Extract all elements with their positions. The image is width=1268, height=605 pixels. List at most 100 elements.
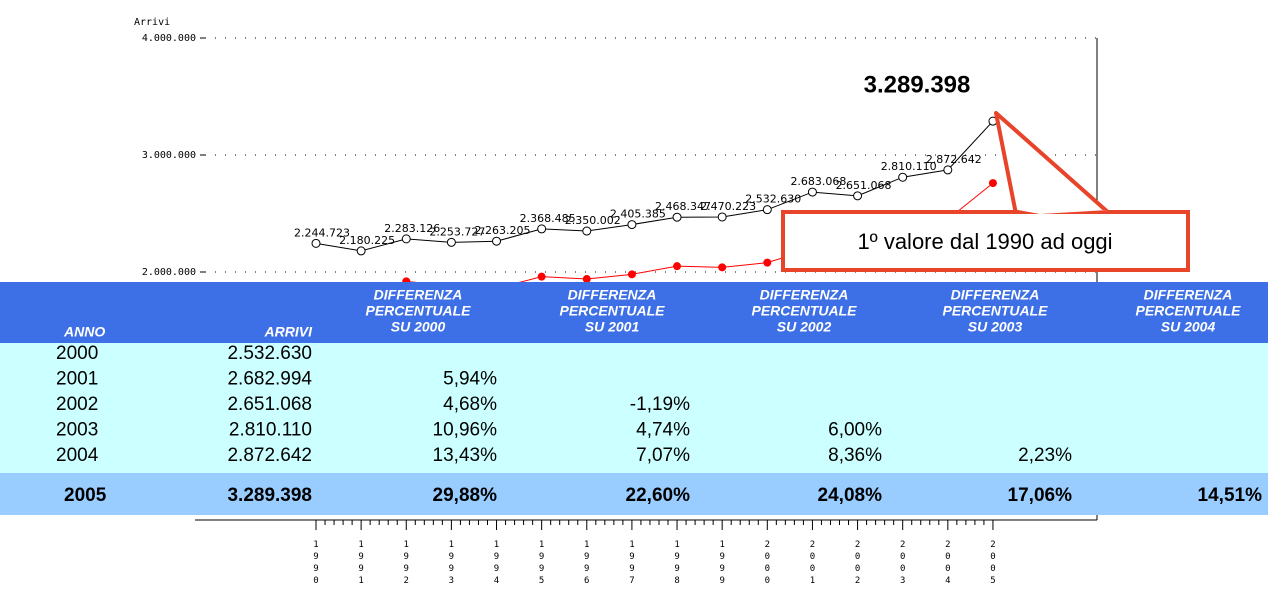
series-line	[315, 120, 994, 252]
table-header-bg	[0, 282, 1268, 343]
point	[943, 165, 953, 175]
value-label: 2.872.642	[926, 153, 982, 166]
point	[718, 263, 727, 272]
point	[898, 172, 908, 182]
value-label: 2.244.723	[294, 226, 350, 239]
table-header: PERCENTUALE	[751, 303, 857, 319]
table-cell: 4,68%	[443, 394, 497, 415]
table-cell: 2000	[56, 343, 98, 364]
table-cell: 7,07%	[636, 445, 690, 466]
x-tick-label: 1999	[717, 540, 727, 588]
point	[853, 191, 863, 201]
value-label: 2.810.110	[881, 160, 937, 173]
x-tick-label: 1997	[627, 540, 637, 588]
x-tick-label: 2002	[853, 540, 863, 588]
x-tick-label: 1995	[537, 540, 547, 588]
table-cell: 14,51%	[1198, 485, 1263, 506]
x-tick-label: 1993	[446, 540, 456, 588]
value-label: 2.253.727	[429, 225, 485, 238]
annotation: 1º valore dal 1990 ad oggi	[857, 229, 1112, 254]
table-cell: 17,06%	[1008, 485, 1073, 506]
table-header: PERCENTUALE	[365, 303, 471, 319]
point	[537, 224, 547, 234]
table-header: PERCENTUALE	[1135, 303, 1241, 319]
table-cell: 2.682.994	[227, 369, 312, 390]
table-cell: 2.651.068	[227, 394, 312, 415]
y-tick-label: 3.000.000	[142, 150, 196, 161]
value-label: 2.405.385	[610, 208, 666, 221]
point	[807, 187, 817, 197]
table-header: SU 2001	[585, 319, 640, 335]
x-tick-label: 2004	[943, 540, 953, 588]
table-body-bg	[0, 343, 1268, 473]
table-cell: 29,88%	[433, 485, 498, 506]
x-tick-label: 1990	[311, 540, 321, 588]
table-header: DIFFERENZA	[374, 287, 463, 303]
x-tick-label: 2003	[898, 540, 908, 588]
point	[446, 237, 456, 247]
table-cell: 2,23%	[1018, 445, 1072, 466]
x-tick-label: 2000	[762, 540, 772, 588]
table-header: SU 2000	[391, 319, 446, 335]
table-header: SU 2003	[968, 319, 1023, 335]
table-cell: 2.872.642	[227, 445, 312, 466]
point	[311, 238, 321, 248]
y-tick-label: 2.000.000	[142, 267, 196, 278]
table-header: ARRIVI	[264, 324, 314, 340]
table-header: PERCENTUALE	[559, 303, 665, 319]
table-cell: 22,60%	[626, 485, 691, 506]
point	[627, 270, 636, 279]
x-tick-label: 1996	[582, 540, 592, 588]
value-label: 2.683.068	[790, 175, 846, 188]
value-label: 2.368.485	[520, 212, 576, 225]
table-cell: 13,43%	[433, 445, 498, 466]
table-cell: 8,36%	[828, 445, 882, 466]
point	[763, 258, 772, 267]
table-header: SU 2002	[777, 319, 832, 335]
x-tick-label: 2001	[807, 540, 817, 588]
value-label: 2.350.002	[565, 214, 621, 227]
point	[627, 220, 637, 230]
table-cell: 24,08%	[818, 485, 883, 506]
table-header: DIFFERENZA	[951, 287, 1040, 303]
table-header: DIFFERENZA	[568, 287, 657, 303]
value-label: 2.651.068	[836, 179, 892, 192]
table-cell: 3.289.398	[227, 485, 312, 506]
table-header: DIFFERENZA	[1144, 287, 1233, 303]
x-tick-label: 1991	[356, 540, 366, 588]
table-cell: 2005	[64, 485, 107, 506]
point	[492, 236, 502, 246]
point	[762, 205, 772, 215]
table-cell: 6,00%	[828, 420, 882, 441]
point	[582, 226, 592, 236]
value-label: 2.468.347	[655, 200, 711, 213]
callout-box	[781, 210, 1190, 272]
x-tick-label: 1994	[492, 540, 502, 588]
callout-pointer	[994, 111, 1112, 216]
point	[673, 262, 682, 271]
y-axis-label: Arrivi	[134, 17, 170, 28]
table-header: PERCENTUALE	[942, 303, 1048, 319]
value-label: 2.180.225	[339, 234, 395, 247]
point	[717, 212, 727, 222]
table-cell: 5,94%	[443, 369, 497, 390]
table-cell: 2.810.110	[229, 420, 312, 441]
table-header: SU 2004	[1161, 319, 1216, 335]
x-tick-label: 2005	[988, 540, 998, 588]
callout-join	[1018, 210, 1108, 214]
value-label: 2.470.223	[700, 200, 756, 213]
value-label: 2.263.205	[475, 224, 531, 237]
point	[356, 246, 366, 256]
value-label: 2.532.630	[745, 193, 801, 206]
point	[537, 272, 546, 281]
point	[988, 179, 997, 188]
point	[582, 275, 591, 284]
table-header: DIFFERENZA	[760, 287, 849, 303]
table-header: ANNO	[63, 324, 105, 340]
table-total-bg	[0, 473, 1268, 515]
point	[401, 234, 411, 244]
value-label: 3.289.398	[864, 71, 971, 98]
table-cell: 2.532.630	[227, 343, 312, 364]
table-cell: 2002	[56, 394, 98, 415]
